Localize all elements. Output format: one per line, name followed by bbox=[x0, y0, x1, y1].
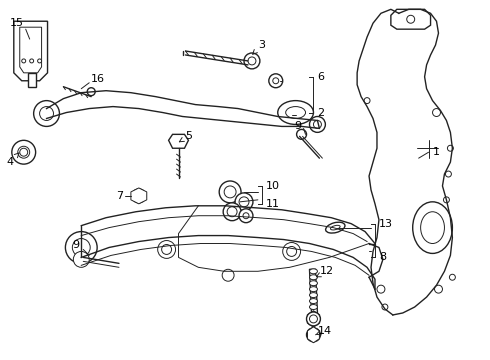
Ellipse shape bbox=[278, 100, 314, 125]
Circle shape bbox=[407, 15, 415, 23]
Circle shape bbox=[74, 251, 89, 267]
Circle shape bbox=[435, 285, 442, 293]
Circle shape bbox=[65, 231, 97, 264]
Text: 9: 9 bbox=[72, 240, 79, 251]
Circle shape bbox=[18, 146, 30, 158]
Circle shape bbox=[307, 312, 320, 326]
Text: 16: 16 bbox=[91, 74, 105, 84]
Circle shape bbox=[310, 315, 318, 323]
Circle shape bbox=[87, 88, 95, 96]
Polygon shape bbox=[308, 327, 319, 343]
Ellipse shape bbox=[286, 107, 306, 118]
Circle shape bbox=[314, 121, 321, 129]
Circle shape bbox=[310, 117, 325, 132]
Text: 12: 12 bbox=[317, 266, 334, 277]
Circle shape bbox=[135, 192, 143, 200]
Circle shape bbox=[283, 243, 300, 260]
Ellipse shape bbox=[310, 269, 318, 274]
Text: 2: 2 bbox=[318, 108, 324, 117]
Polygon shape bbox=[20, 27, 42, 73]
Circle shape bbox=[222, 269, 234, 281]
Text: 9: 9 bbox=[294, 121, 301, 131]
Circle shape bbox=[20, 148, 28, 156]
Circle shape bbox=[219, 181, 241, 203]
Circle shape bbox=[40, 107, 53, 121]
Circle shape bbox=[296, 129, 307, 139]
Polygon shape bbox=[14, 21, 48, 81]
Circle shape bbox=[158, 240, 175, 258]
Text: 5: 5 bbox=[179, 131, 192, 142]
Text: 4: 4 bbox=[6, 153, 19, 167]
Text: 10: 10 bbox=[266, 181, 280, 191]
Ellipse shape bbox=[310, 305, 318, 310]
Circle shape bbox=[73, 239, 90, 256]
Circle shape bbox=[239, 209, 253, 223]
Text: 13: 13 bbox=[379, 219, 393, 229]
Circle shape bbox=[287, 247, 296, 256]
Circle shape bbox=[244, 53, 260, 69]
Circle shape bbox=[377, 285, 385, 293]
Circle shape bbox=[307, 328, 320, 342]
Circle shape bbox=[445, 171, 451, 177]
Circle shape bbox=[449, 274, 455, 280]
Circle shape bbox=[269, 74, 283, 88]
Circle shape bbox=[22, 59, 25, 63]
Text: 15: 15 bbox=[10, 18, 24, 28]
Ellipse shape bbox=[310, 293, 318, 298]
Polygon shape bbox=[391, 9, 431, 29]
Circle shape bbox=[38, 59, 42, 63]
Polygon shape bbox=[169, 134, 189, 148]
Text: 7: 7 bbox=[116, 191, 123, 201]
Polygon shape bbox=[131, 188, 147, 204]
Circle shape bbox=[162, 244, 172, 255]
Ellipse shape bbox=[310, 275, 318, 280]
Ellipse shape bbox=[310, 298, 318, 303]
Text: 6: 6 bbox=[318, 72, 324, 82]
Text: 8: 8 bbox=[379, 252, 386, 262]
Circle shape bbox=[243, 213, 249, 219]
Circle shape bbox=[12, 140, 36, 164]
Circle shape bbox=[239, 197, 249, 207]
Ellipse shape bbox=[420, 212, 444, 243]
Ellipse shape bbox=[413, 202, 452, 253]
Text: 3: 3 bbox=[253, 40, 266, 54]
Circle shape bbox=[310, 331, 318, 339]
Ellipse shape bbox=[326, 222, 345, 233]
Circle shape bbox=[76, 255, 86, 264]
Ellipse shape bbox=[310, 287, 318, 292]
Text: 11: 11 bbox=[266, 199, 280, 209]
Circle shape bbox=[443, 197, 449, 203]
Circle shape bbox=[223, 203, 241, 221]
Circle shape bbox=[364, 98, 370, 104]
Polygon shape bbox=[28, 73, 36, 87]
Ellipse shape bbox=[310, 281, 318, 286]
Text: 1: 1 bbox=[433, 147, 440, 157]
Circle shape bbox=[447, 145, 453, 151]
Circle shape bbox=[382, 304, 388, 310]
Circle shape bbox=[34, 100, 59, 126]
Text: 14: 14 bbox=[316, 326, 332, 336]
Circle shape bbox=[224, 186, 236, 198]
Circle shape bbox=[235, 193, 253, 211]
Circle shape bbox=[132, 189, 146, 203]
Circle shape bbox=[248, 57, 256, 65]
Circle shape bbox=[273, 78, 279, 84]
Circle shape bbox=[227, 207, 237, 217]
Polygon shape bbox=[310, 269, 318, 313]
Ellipse shape bbox=[330, 225, 340, 230]
Polygon shape bbox=[308, 311, 319, 327]
Circle shape bbox=[30, 59, 34, 63]
Circle shape bbox=[433, 109, 441, 117]
